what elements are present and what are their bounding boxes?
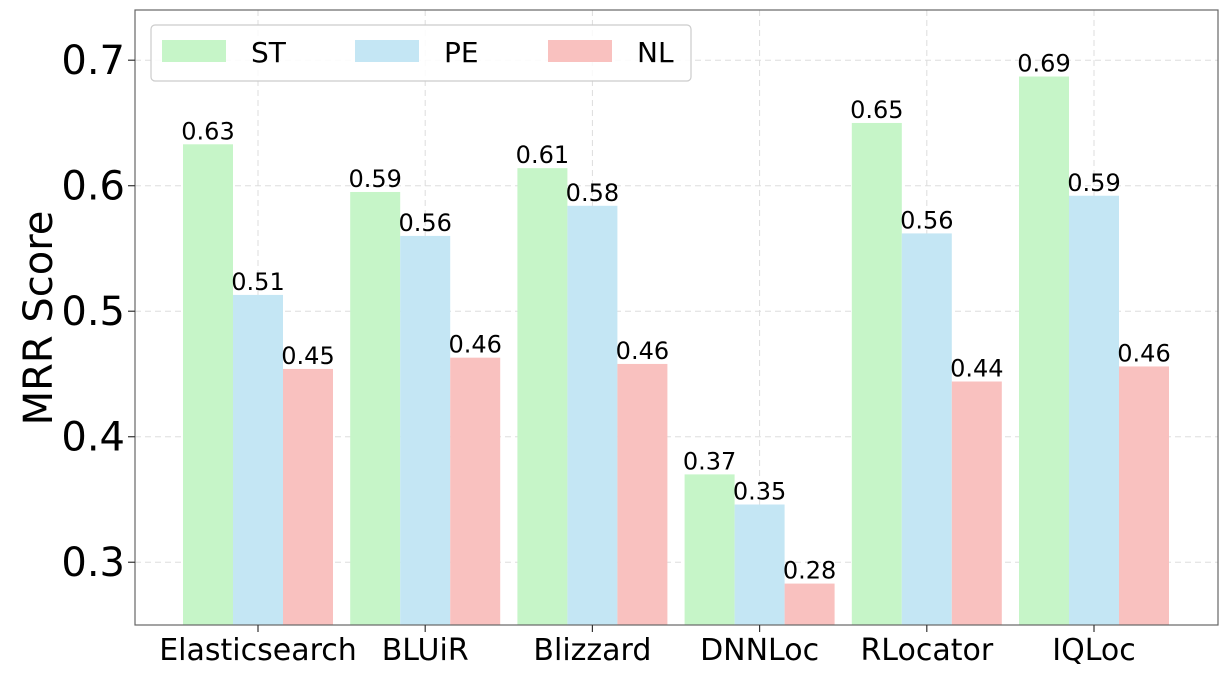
- y-tick-label: 0.3: [61, 540, 125, 586]
- data-labels: 0.63 0.51 0.45 0.59 0.56 0.46 0.61 0.58 0.46 0.37…: [181, 50, 1170, 585]
- data-label-pe: 0.58: [566, 179, 619, 207]
- data-label-pe: 0.35: [733, 478, 786, 506]
- bar-pe: [734, 504, 785, 625]
- bar-st: [684, 474, 735, 625]
- data-label-nl: 0.46: [1117, 339, 1170, 367]
- bar-pe: [400, 235, 451, 625]
- data-label-st: 0.59: [348, 165, 401, 193]
- data-label-nl: 0.46: [448, 331, 501, 359]
- y-tick-label: 0.6: [61, 164, 125, 210]
- data-label-nl: 0.45: [281, 342, 334, 370]
- bar-nl: [283, 368, 333, 625]
- x-axis: Elasticsearch BLUiR Blizzard DNNLoc RLocator…: [159, 625, 1136, 668]
- x-tick-label: IQLoc: [1052, 633, 1136, 668]
- data-label-pe: 0.56: [398, 209, 451, 237]
- data-label-st: 0.61: [516, 141, 569, 169]
- bar-pe: [901, 233, 952, 626]
- bar-nl: [450, 357, 501, 625]
- bar-pe: [233, 294, 283, 625]
- bar-st: [851, 122, 902, 626]
- plot-frame: [134, 9, 1219, 626]
- data-label-pe: 0.59: [1067, 169, 1120, 197]
- legend-swatch-nl: [548, 40, 612, 62]
- data-label-pe: 0.56: [900, 206, 953, 234]
- bar-pe: [1069, 195, 1119, 625]
- bar-nl: [784, 583, 835, 625]
- bar-pe: [567, 205, 618, 626]
- data-label-nl: 0.28: [783, 557, 836, 585]
- data-label-nl: 0.44: [950, 355, 1003, 383]
- x-tick-label: RLocator: [860, 633, 993, 668]
- data-label-st: 0.63: [181, 117, 234, 145]
- bar-nl: [617, 363, 668, 625]
- x-tick-label: DNNLoc: [700, 633, 819, 668]
- bars: [183, 76, 1169, 626]
- bar-st: [350, 191, 401, 625]
- bar-nl: [1119, 366, 1169, 625]
- legend: ST PE NL: [150, 24, 692, 82]
- legend-swatch-st: [162, 40, 226, 62]
- legend-box: [150, 24, 692, 82]
- data-label-st: 0.65: [850, 96, 903, 124]
- y-axis: 0.3 0.4 0.5 0.6 0.7: [61, 38, 135, 586]
- bar-st: [183, 144, 233, 626]
- legend-swatch-pe: [355, 40, 419, 62]
- legend-label-nl: NL: [637, 36, 674, 69]
- data-label-nl: 0.46: [616, 337, 669, 365]
- y-tick-label: 0.4: [61, 415, 125, 461]
- x-tick-label: Elasticsearch: [159, 633, 357, 668]
- bar-nl: [951, 381, 1002, 625]
- legend-label-st: ST: [251, 36, 287, 69]
- bar-st: [517, 168, 568, 625]
- y-axis-label: MRR Score: [16, 211, 62, 426]
- data-label-st: 0.37: [683, 447, 736, 475]
- x-tick-label: Blizzard: [533, 633, 651, 668]
- data-label-pe: 0.51: [231, 268, 284, 296]
- x-tick-label: BLUiR: [382, 633, 469, 668]
- data-label-st: 0.69: [1017, 50, 1070, 78]
- bar-st: [1019, 76, 1069, 626]
- y-tick-label: 0.5: [61, 289, 125, 335]
- legend-label-pe: PE: [444, 36, 479, 69]
- y-tick-label: 0.7: [61, 38, 125, 84]
